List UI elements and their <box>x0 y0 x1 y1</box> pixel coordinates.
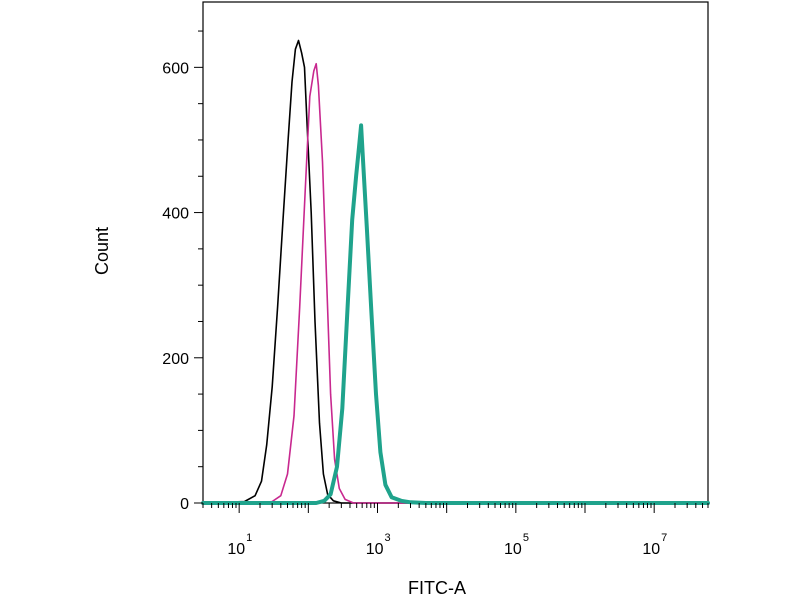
y-axis: 0 200 400 600 <box>162 30 203 513</box>
plot-border <box>202 1 709 504</box>
x-tick-label: 10 <box>366 541 384 558</box>
x-tick-label: 10 <box>642 541 660 558</box>
series-layer <box>201 39 710 505</box>
x-tick-exponent: 5 <box>523 532 529 544</box>
y-tick-label: 400 <box>162 206 189 223</box>
x-axis-title: FITC-A <box>408 578 466 598</box>
plot-frame <box>202 1 709 504</box>
series-line-2 <box>201 123 710 505</box>
y-tick-label: 200 <box>162 351 189 368</box>
series-line-0 <box>202 39 709 504</box>
x-tick-exponent: 3 <box>385 532 391 544</box>
x-tick-exponent: 1 <box>246 532 252 544</box>
y-tick-label: 600 <box>162 60 189 77</box>
x-tick-exponent: 7 <box>661 532 667 544</box>
y-tick-label: 0 <box>180 496 189 513</box>
x-tick-label: 10 <box>504 541 522 558</box>
y-axis-title: Count <box>92 227 112 275</box>
x-tick-label: 10 <box>227 541 245 558</box>
series-line-1 <box>202 62 709 504</box>
